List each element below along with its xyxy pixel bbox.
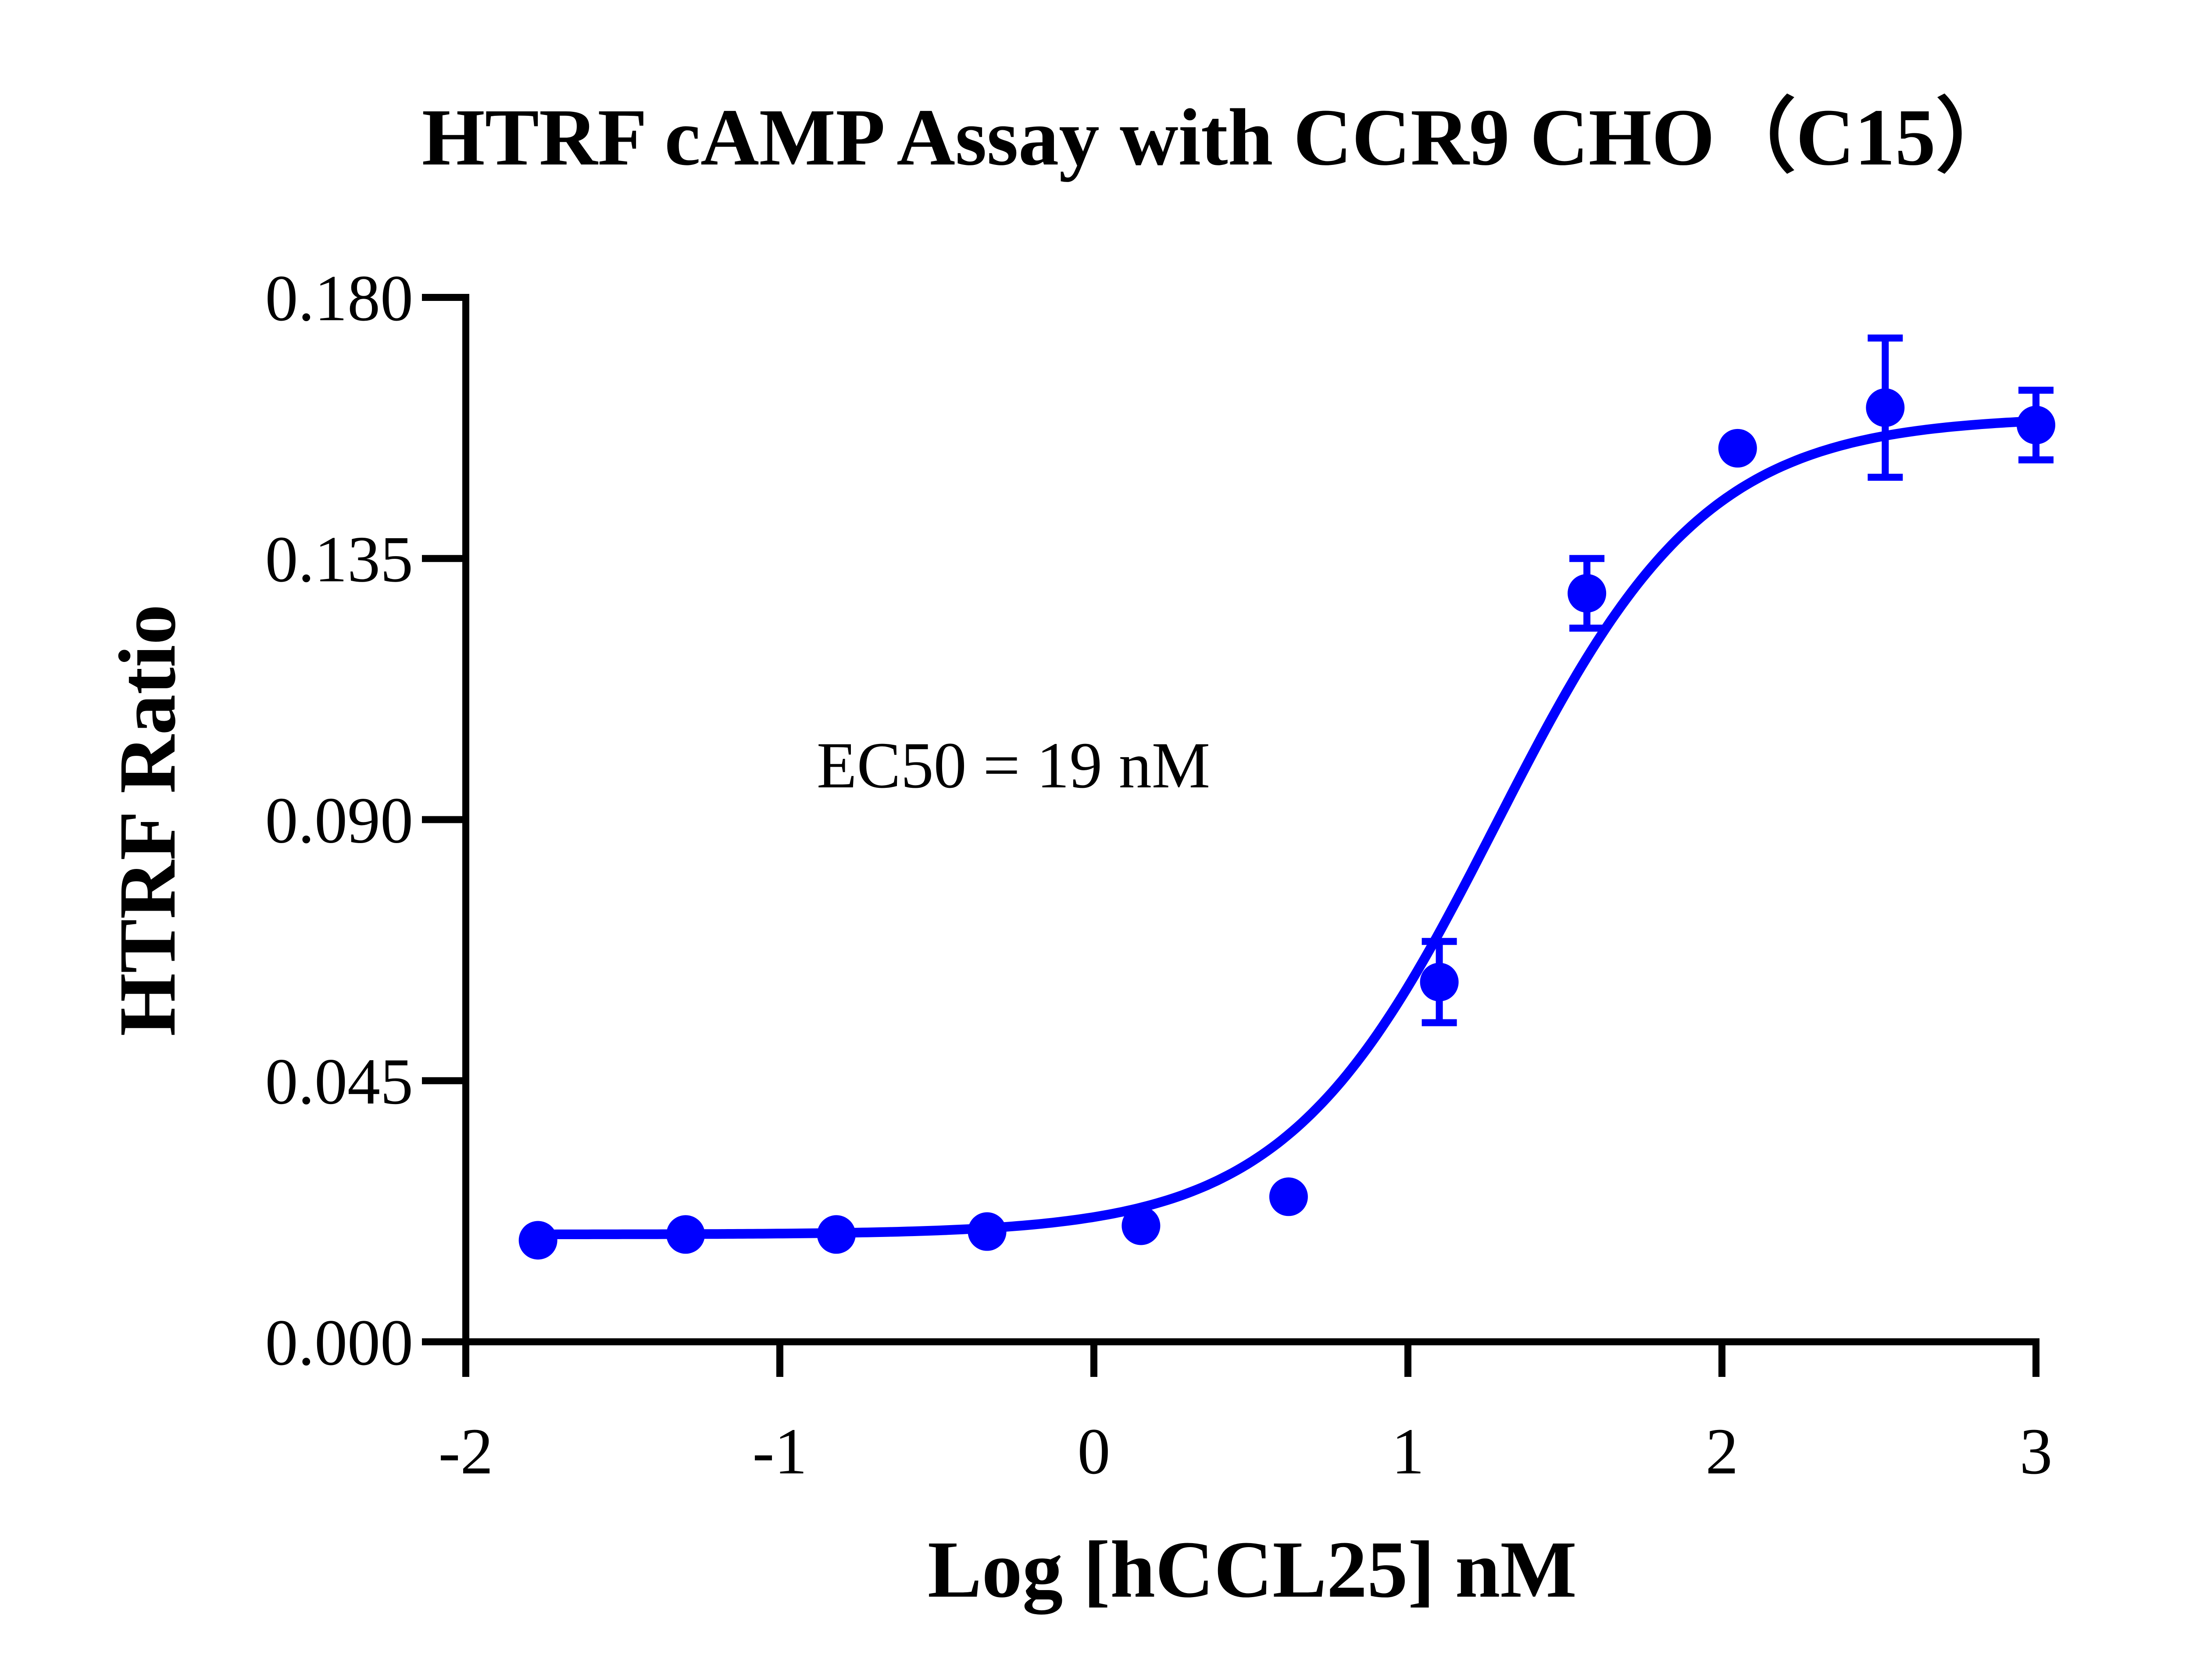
- data-point: [666, 1215, 705, 1254]
- data-point: [1420, 962, 1459, 1001]
- y-tick-label: 0.045: [265, 1045, 414, 1118]
- data-point: [1718, 429, 1757, 468]
- x-tick-label: 3: [2020, 1415, 2053, 1488]
- x-tick-label: -2: [439, 1415, 493, 1488]
- data-point: [518, 1221, 557, 1260]
- y-ticks: 0.000 0.045 0.090 0.135 0.180: [265, 262, 462, 1379]
- y-tick-label: 0.135: [265, 523, 414, 596]
- data-point: [1269, 1177, 1308, 1216]
- chart-title: HTRF cAMP Assay with CCR9 CHO（C15）: [422, 93, 2017, 182]
- data-point: [1122, 1206, 1161, 1245]
- x-tick-label: 1: [1392, 1415, 1425, 1488]
- y-tick-label: 0.180: [265, 262, 414, 335]
- x-axis-title: Log [hCCL25] nM: [928, 1525, 1577, 1615]
- data-point: [2017, 406, 2055, 445]
- y-axis-title: HTRF Ratio: [103, 604, 193, 1037]
- y-tick-label: 0.090: [265, 784, 414, 857]
- x-ticks: -2 -1 0 1 2 3: [439, 1345, 2053, 1488]
- axes: [462, 294, 2039, 1345]
- data-point: [1568, 574, 1607, 613]
- x-tick-label: -1: [753, 1415, 807, 1488]
- x-tick-label: 0: [1078, 1415, 1111, 1488]
- data-points: [518, 388, 2055, 1260]
- data-point: [817, 1215, 856, 1254]
- x-tick-label: 2: [1706, 1415, 1739, 1488]
- data-point: [1866, 388, 1905, 427]
- fit-curve: [533, 416, 2041, 1240]
- ec50-annotation: EC50 = 19 nM: [817, 729, 1210, 802]
- data-point: [968, 1212, 1007, 1251]
- y-tick-label: 0.000: [265, 1306, 414, 1379]
